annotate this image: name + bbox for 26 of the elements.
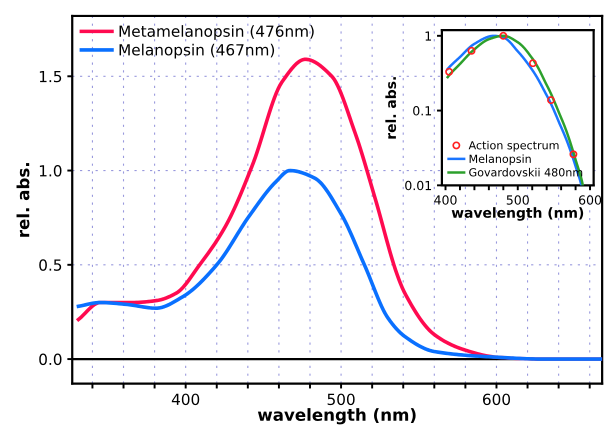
x-tick-label: 600 <box>482 394 510 406</box>
y-tick-label: 0.01 <box>405 180 432 190</box>
legend-label: Melanopsin <box>470 154 531 166</box>
point <box>445 68 454 76</box>
y-tick-label: 0.0 <box>39 354 62 366</box>
x-tick-label: 400 <box>434 195 457 205</box>
y-tick-label: 1.5 <box>40 70 62 82</box>
y-axis-title: rel. abs. <box>385 77 396 139</box>
point <box>499 32 508 40</box>
y-tick-label: 1 <box>426 31 432 41</box>
y-tick-label: 0.1 <box>413 106 432 116</box>
point <box>528 59 537 68</box>
x-axis-title: wavelength (nm) <box>452 207 584 221</box>
y-tick-label: 1.0 <box>40 165 62 177</box>
point <box>468 46 476 55</box>
y-axis-title: rel. abs. <box>16 163 30 237</box>
x-tick-label: 500 <box>328 394 355 406</box>
point <box>547 96 555 104</box>
y-tick-label: 0.5 <box>39 259 62 271</box>
x-axis-title: wavelength (nm) <box>258 408 416 424</box>
legend-label: Action spectrum <box>468 140 559 152</box>
x-tick-label: 500 <box>506 195 529 205</box>
legend-label: Melanopsin (467nm) <box>120 44 274 59</box>
point <box>569 150 578 158</box>
legend-label: Metamelanopsin (476nm) <box>120 25 314 40</box>
x-tick-label: 400 <box>172 394 200 406</box>
